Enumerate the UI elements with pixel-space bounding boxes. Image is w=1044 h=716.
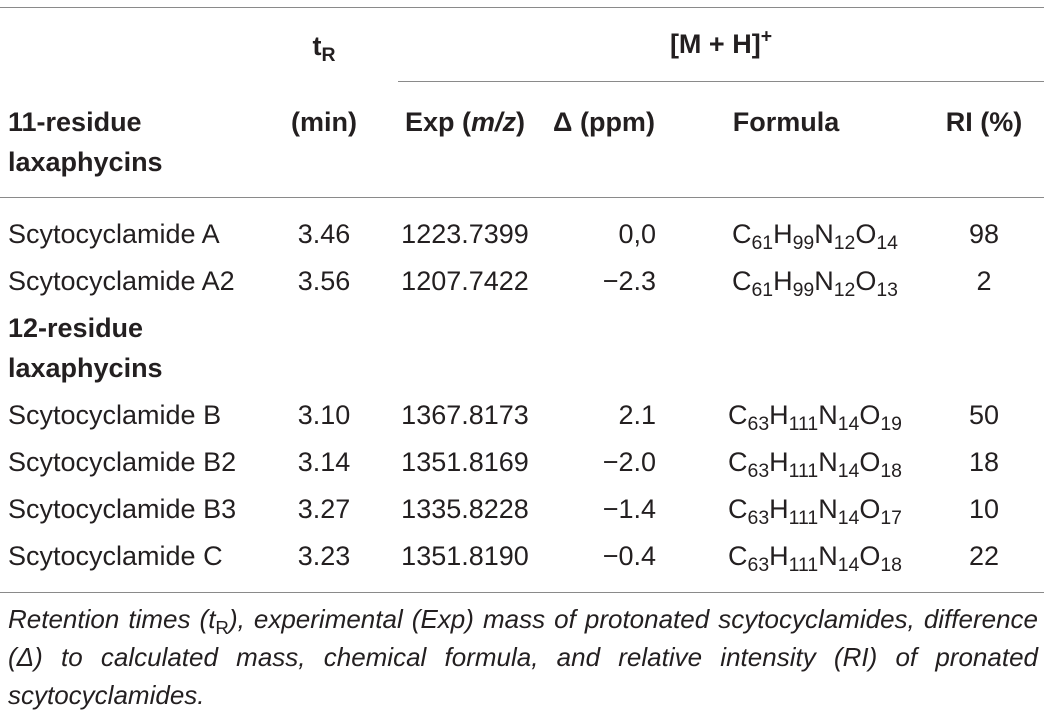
row-ri: 22 <box>968 541 1000 571</box>
table-caption: Retention times (tR), experimental (Exp)… <box>8 604 1038 710</box>
header-rule <box>0 197 1044 198</box>
header-name-line2: laxaphycins <box>8 147 163 177</box>
row-formula: C63H111N14O18 <box>728 447 902 483</box>
row-formula: C63H111N14O19 <box>728 400 902 436</box>
section-heading-line2: laxaphycins <box>8 353 163 383</box>
row-tr: 3.56 <box>297 266 351 296</box>
row-name: Scytocyclamide B <box>8 400 222 430</box>
section-heading-line1: 12-residue <box>8 313 144 343</box>
row-tr: 3.46 <box>297 219 351 249</box>
top-rule <box>0 7 1044 8</box>
row-ri: 2 <box>976 266 992 296</box>
row-name: Scytocyclamide B2 <box>8 447 237 477</box>
row-exp: 1351.8169 <box>401 447 529 477</box>
header-name-line1: 11-residue <box>8 107 142 137</box>
header-tr: tR <box>312 31 336 67</box>
row-name: Scytocyclamide C <box>8 541 223 571</box>
header-exp: Exp (m/z) <box>404 107 526 137</box>
header-formula: Formula <box>732 107 840 137</box>
header-delta: Δ (ppm) <box>553 107 655 137</box>
row-ri: 18 <box>968 447 1000 477</box>
row-tr: 3.23 <box>297 541 351 571</box>
row-exp: 1351.8190 <box>401 541 529 571</box>
row-delta: −2.3 <box>602 266 656 296</box>
row-ri: 50 <box>968 400 1000 430</box>
group-rule <box>398 81 1044 82</box>
row-formula: C63H111N14O18 <box>728 541 902 577</box>
row-delta: −1.4 <box>602 494 656 524</box>
row-formula: C61H99N12O14 <box>731 219 898 255</box>
row-tr: 3.10 <box>297 400 351 430</box>
header-ri: RI (%) <box>945 107 1023 137</box>
row-tr: 3.14 <box>297 447 351 477</box>
bottom-rule <box>0 592 1044 593</box>
row-delta: 0,0 <box>618 219 656 249</box>
row-exp: 1367.8173 <box>401 400 529 430</box>
row-tr: 3.27 <box>297 494 351 524</box>
row-formula: C61H99N12O13 <box>731 266 898 302</box>
header-tr-unit: (min) <box>291 107 357 137</box>
row-ri: 10 <box>968 494 1000 524</box>
row-formula: C63H111N14O17 <box>728 494 902 530</box>
row-name: Scytocyclamide A <box>8 219 220 249</box>
row-exp: 1223.7399 <box>401 219 529 249</box>
row-delta: −2.0 <box>602 447 656 477</box>
row-exp: 1335.8228 <box>401 494 529 524</box>
row-delta: −0.4 <box>602 541 656 571</box>
row-name: Scytocyclamide A2 <box>8 266 235 296</box>
header-group-mh: [M + H]+ <box>669 25 773 59</box>
row-delta: 2.1 <box>618 400 656 430</box>
row-exp: 1207.7422 <box>401 266 529 296</box>
row-ri: 98 <box>968 219 1000 249</box>
row-name: Scytocyclamide B3 <box>8 494 237 524</box>
